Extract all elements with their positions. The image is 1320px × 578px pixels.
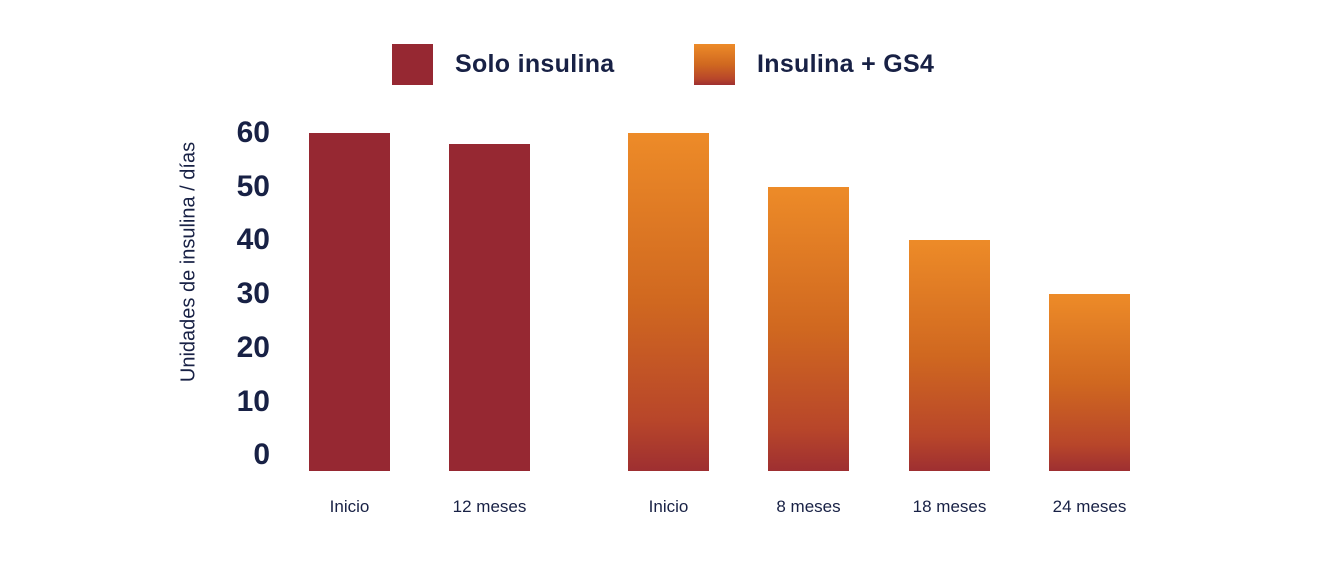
legend-item-insulina-gs4: Insulina + GS4 [694, 43, 934, 85]
y-tick-50: 50 [236, 169, 270, 203]
y-tick-0: 0 [253, 438, 270, 472]
y-tick-40: 40 [236, 223, 270, 257]
bar-8-meses-3 [768, 186, 849, 471]
x-label-inicio-2: Inicio [648, 497, 689, 516]
legend-label-insulina-gs4: Insulina + GS4 [757, 49, 935, 78]
y-tick-10: 10 [236, 384, 270, 418]
x-label-8-meses-3: 8 meses [776, 497, 841, 516]
y-tick-30: 30 [236, 277, 270, 311]
legend-swatch-solo-insulina [392, 43, 433, 85]
legend-item-solo-insulina: Solo insulina [392, 43, 614, 85]
legend-label-solo-insulina: Solo insulina [455, 49, 615, 78]
bar-24-meses-5 [1049, 294, 1130, 471]
x-label-18-meses-4: 18 meses [912, 497, 987, 516]
bar-inicio-0 [309, 133, 390, 471]
y-tick-20: 20 [236, 330, 270, 364]
bar-18-meses-4 [909, 240, 990, 471]
y-axis-ticks: 60 50 40 30 20 10 0 [150, 0, 270, 578]
x-label-24-meses-5: 24 meses [1052, 497, 1127, 516]
legend-swatch-insulina-gs4 [694, 43, 735, 85]
x-label-12-meses-1: 12 meses [452, 497, 527, 516]
bar-inicio-2 [628, 133, 709, 471]
x-label-inicio-0: Inicio [329, 497, 370, 516]
bar-12-meses-1 [449, 143, 530, 471]
y-tick-60: 60 [236, 116, 270, 149]
